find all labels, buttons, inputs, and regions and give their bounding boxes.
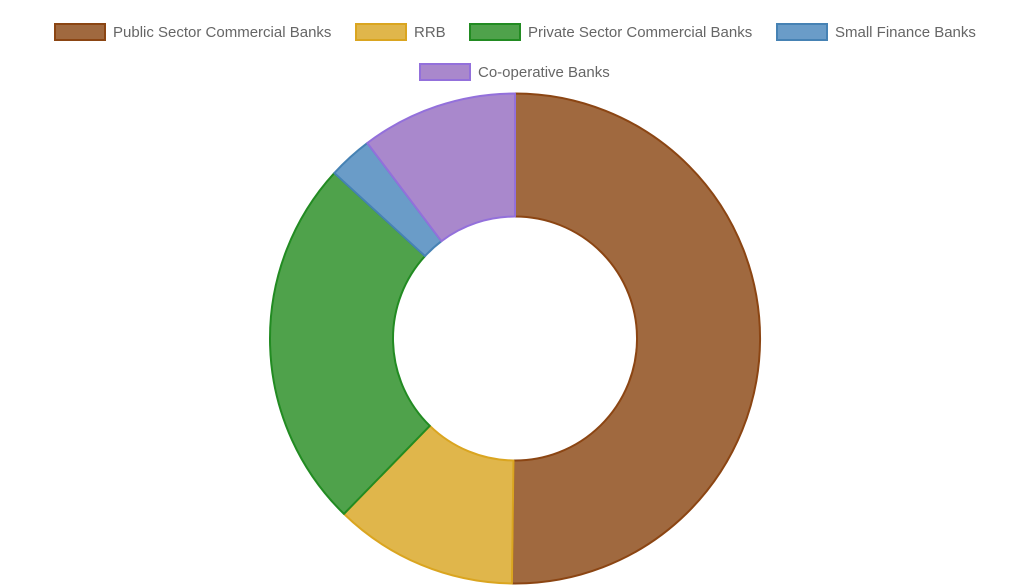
slice-private-sector-commercial-banks[interactable]: [269, 172, 431, 515]
legend-swatch: [355, 23, 407, 41]
legend-label: Public Sector Commercial Banks: [113, 24, 331, 41]
legend-label: Co-operative Banks: [478, 64, 610, 81]
legend-swatch: [469, 23, 521, 41]
slice-public-sector-commercial-banks[interactable]: [510, 92, 762, 585]
legend-label: Small Finance Banks: [835, 24, 976, 41]
legend-item-co-operative-banks[interactable]: Co-operative Banks: [419, 63, 610, 81]
legend-swatch: [776, 23, 828, 41]
chart-legend: Public Sector Commercial Banks RRB Private…: [54, 23, 976, 81]
legend-item-small-finance-banks[interactable]: Small Finance Banks: [776, 23, 976, 41]
legend-item-rrb[interactable]: RRB: [355, 23, 446, 41]
legend-swatch: [419, 63, 471, 81]
legend-item-public-sector-commercial-banks[interactable]: Public Sector Commercial Banks: [54, 23, 331, 41]
legend-item-private-sector-commercial-banks[interactable]: Private Sector Commercial Banks: [469, 23, 752, 41]
slice-co-operative-banks[interactable]: [366, 92, 516, 243]
chart-slices: [269, 92, 762, 585]
legend-swatch: [54, 23, 106, 41]
legend-label: Private Sector Commercial Banks: [528, 24, 752, 41]
legend-label: RRB: [414, 24, 446, 41]
